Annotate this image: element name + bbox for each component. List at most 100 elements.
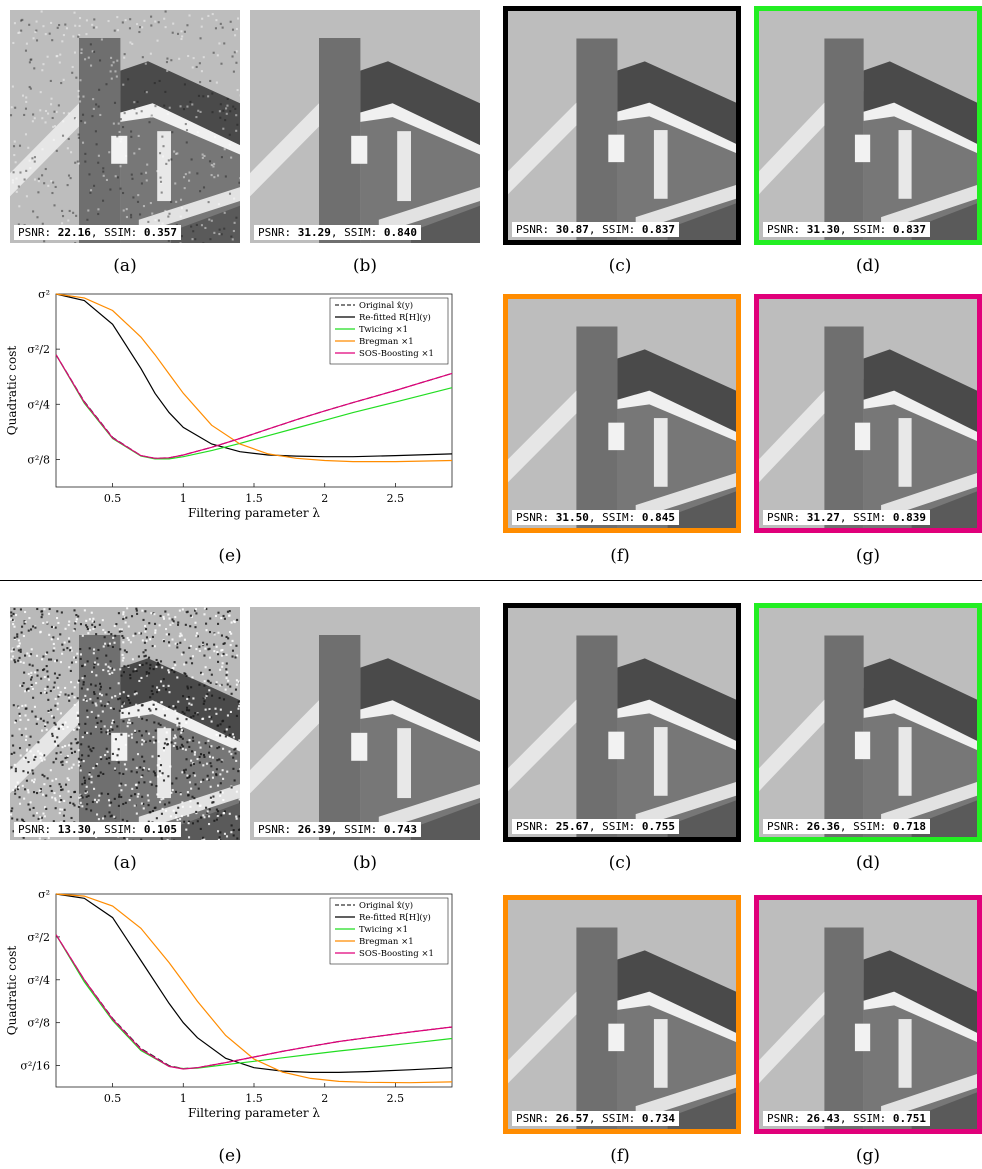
ssim-value: 0.357 [143, 226, 177, 239]
house-photo [10, 10, 240, 243]
psnr-label: PSNR: [516, 820, 556, 833]
image-panel-bottom-c: PSNR: 25.67, SSIM: 0.755 [503, 603, 741, 842]
psnr-label: PSNR: [18, 226, 58, 239]
caption-bottom-g: (g) [855, 1146, 881, 1166]
x-tick-label: 1 [180, 1092, 187, 1105]
ssim-label: , SSIM: [588, 820, 642, 833]
house-photo [508, 11, 736, 240]
ssim-label: , SSIM: [839, 1112, 893, 1125]
psnr-label: PSNR: [767, 1112, 807, 1125]
psnr-label: PSNR: [767, 511, 807, 524]
ssim-value: 0.839 [892, 511, 926, 524]
psnr-ssim-label: PSNR: 31.29, SSIM: 0.840 [254, 225, 421, 240]
legend-entry: Original x̂(y) [359, 900, 413, 911]
house-photo [250, 607, 480, 840]
x-tick-label: 1.5 [245, 492, 263, 505]
caption-bottom-b: (b) [352, 853, 378, 873]
psnr-ssim-label: PSNR: 30.87, SSIM: 0.837 [512, 222, 679, 237]
quadratic-cost-chart-bottom: 0.5 1 1.5 2 2.5 σ² σ²/2 σ²/4 σ²/8 σ²/16 Filtering … [5, 888, 453, 1120]
ssim-value: 0.718 [892, 820, 926, 833]
psnr-value: 26.39 [297, 823, 331, 836]
x-tick-label: 0.5 [104, 492, 122, 505]
psnr-label: PSNR: [18, 823, 58, 836]
section-divider [0, 580, 982, 581]
caption-top-e: (e) [218, 546, 242, 566]
y-axis-label: Quadratic cost [5, 946, 19, 1036]
series-line-twicing [55, 934, 453, 1070]
y-tick-label: σ²/2 [27, 343, 50, 356]
psnr-ssim-label: PSNR: 31.50, SSIM: 0.845 [512, 510, 679, 525]
image-panel-bottom-d: PSNR: 26.36, SSIM: 0.718 [754, 603, 982, 842]
psnr-ssim-label: PSNR: 26.39, SSIM: 0.743 [254, 822, 421, 837]
series-line-bregman [55, 893, 453, 1084]
house-photo [508, 299, 736, 528]
legend-entry: Bregman ×1 [359, 937, 414, 947]
caption-bottom-c: (c) [608, 853, 632, 873]
ssim-value: 0.105 [143, 823, 177, 836]
psnr-value: 26.36 [806, 820, 840, 833]
x-tick-label: 2 [321, 1092, 328, 1105]
caption-top-d: (d) [855, 256, 881, 276]
legend: Original x̂(y)Re-fitted R[H](y) Twicing ×… [329, 297, 449, 365]
psnr-value: 22.16 [57, 226, 91, 239]
ssim-value: 0.837 [892, 223, 926, 236]
ssim-label: , SSIM: [90, 823, 144, 836]
house-photo [250, 10, 480, 243]
image-panel-bottom-f: PSNR: 26.57, SSIM: 0.734 [503, 895, 741, 1134]
house-photo [10, 607, 240, 840]
image-panel-top-d: PSNR: 31.30, SSIM: 0.837 [754, 6, 982, 245]
caption-top-b: (b) [352, 256, 378, 276]
legend-entry: Original x̂(y) [359, 300, 413, 311]
caption-top-g: (g) [855, 546, 881, 566]
x-axis-label: Filtering parameter λ [188, 1106, 320, 1120]
psnr-value: 26.43 [806, 1112, 840, 1125]
image-panel-top-g: PSNR: 31.27, SSIM: 0.839 [754, 294, 982, 533]
psnr-ssim-label: PSNR: 13.30, SSIM: 0.105 [14, 822, 181, 837]
x-axis-label: Filtering parameter λ [188, 506, 320, 520]
house-photo [759, 900, 977, 1129]
legend-entry: Twicing ×1 [359, 925, 408, 935]
psnr-label: PSNR: [767, 820, 807, 833]
image-panel-top-f: PSNR: 31.50, SSIM: 0.845 [503, 294, 741, 533]
psnr-value: 31.29 [297, 226, 331, 239]
ssim-label: , SSIM: [588, 223, 642, 236]
caption-bottom-e: (e) [218, 1146, 242, 1166]
ssim-value: 0.751 [892, 1112, 926, 1125]
psnr-value: 26.57 [555, 1112, 589, 1125]
psnr-value: 31.50 [555, 511, 589, 524]
ssim-label: , SSIM: [839, 511, 893, 524]
psnr-value: 30.87 [555, 223, 589, 236]
psnr-label: PSNR: [516, 511, 556, 524]
psnr-value: 31.27 [806, 511, 840, 524]
house-photo [508, 608, 736, 837]
ssim-label: , SSIM: [839, 820, 893, 833]
image-panel-top-c: PSNR: 30.87, SSIM: 0.837 [503, 6, 741, 245]
psnr-ssim-label: PSNR: 26.57, SSIM: 0.734 [512, 1111, 679, 1126]
x-tick-label: 1.5 [245, 1092, 263, 1105]
ssim-value: 0.840 [383, 226, 417, 239]
x-tick-label: 0.5 [104, 1092, 122, 1105]
ssim-label: , SSIM: [330, 226, 384, 239]
series-line-sos-boosting [55, 934, 453, 1070]
psnr-label: PSNR: [258, 823, 298, 836]
psnr-value: 13.30 [57, 823, 91, 836]
caption-bottom-f: (f) [610, 1146, 630, 1166]
y-tick-label: σ² [38, 888, 50, 901]
legend-entry: SOS-Boosting ×1 [359, 349, 434, 359]
y-tick-label: σ²/4 [27, 974, 50, 987]
y-tick-label: σ²/8 [27, 1017, 50, 1030]
legend: Original x̂(y)Re-fitted R[H](y) Twicing ×… [329, 897, 449, 965]
psnr-label: PSNR: [258, 226, 298, 239]
ssim-value: 0.837 [641, 223, 675, 236]
caption-top-c: (c) [608, 256, 632, 276]
psnr-label: PSNR: [767, 223, 807, 236]
house-photo [508, 900, 736, 1129]
ssim-value: 0.755 [641, 820, 675, 833]
y-tick-label: σ²/8 [27, 453, 50, 466]
y-tick-label: σ²/16 [20, 1060, 50, 1073]
series-line-re-fitted [55, 293, 453, 458]
psnr-ssim-label: PSNR: 31.30, SSIM: 0.837 [763, 222, 930, 237]
house-photo [759, 11, 977, 240]
house-photo [759, 608, 977, 837]
image-panel-bottom-a: PSNR: 13.30, SSIM: 0.105 [10, 607, 240, 840]
